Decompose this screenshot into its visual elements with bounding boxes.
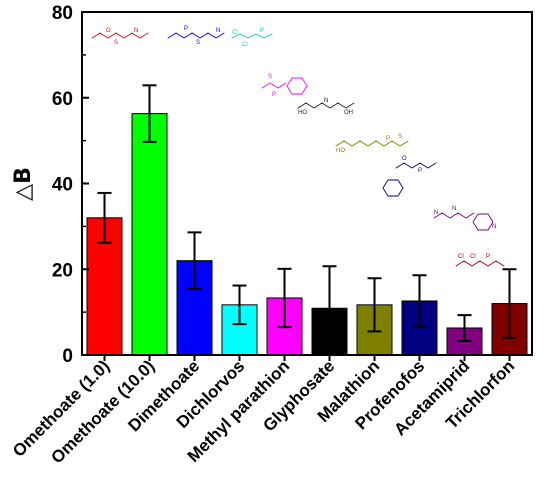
structure-drawing: N N N <box>433 206 496 231</box>
y-tick-label: 40 <box>52 175 73 196</box>
atom-label: N <box>492 224 496 230</box>
structure-drawing: OS N <box>91 28 149 46</box>
structure-drawing: P S N <box>167 26 225 46</box>
ring <box>286 77 308 95</box>
structure-drawing: SP <box>261 74 308 98</box>
ring <box>382 179 404 197</box>
atom-label: S <box>268 74 272 80</box>
atom-label: P <box>386 136 390 142</box>
structure-drawing: HO P S <box>335 134 409 154</box>
atom-label: Cl <box>232 30 238 36</box>
atom-label: S <box>398 134 402 140</box>
y-tick-label: 80 <box>52 3 73 24</box>
atom-label: HO <box>298 110 307 116</box>
bond-lines <box>335 140 409 147</box>
atom-label: S <box>196 40 200 46</box>
atom-label: P <box>418 168 422 174</box>
atom-label: O <box>402 156 407 162</box>
atom-label: N <box>434 210 438 216</box>
structure-drawing: Cl Cl P <box>231 28 273 48</box>
bond-lines <box>433 212 475 219</box>
y-axis: 0 20 40 60 80 <box>52 3 89 367</box>
bond-lines <box>297 102 355 109</box>
atom-label: P <box>184 26 188 32</box>
x-axis: Omethoate (1.0)Omethoate (10.0)Dimethoat… <box>9 355 518 467</box>
y-tick-label: 60 <box>52 89 73 110</box>
bond-lines <box>167 32 225 39</box>
atom-label: N <box>452 206 456 212</box>
bond-lines <box>231 33 273 39</box>
bars-group <box>86 113 528 356</box>
atom-label: N <box>134 28 138 34</box>
atom-label: Cl <box>458 254 464 260</box>
bond-lines <box>261 82 287 89</box>
atom-label: Cl <box>242 42 248 48</box>
ring <box>472 213 494 231</box>
structure-drawing: OP <box>382 156 437 197</box>
y-axis-title: △B <box>11 167 36 201</box>
atom-label: P <box>260 28 264 34</box>
error-bars-group <box>97 84 517 352</box>
y-tick-label: 0 <box>62 346 73 367</box>
atom-label: S <box>114 40 118 46</box>
y-tick-label: 20 <box>52 260 73 281</box>
atom-label: HO <box>336 148 345 154</box>
structure-drawing: HO N OH <box>297 98 355 116</box>
bond-lines <box>455 260 505 267</box>
bond-lines <box>395 162 437 169</box>
atom-label: O <box>106 28 111 34</box>
structure-drawing: Cl Cl P <box>455 254 505 267</box>
atom-label: P <box>272 92 276 98</box>
bond-lines <box>91 32 149 39</box>
atom-label: N <box>216 28 220 34</box>
atom-label: Cl <box>470 254 476 260</box>
atom-label: N <box>324 98 328 104</box>
atom-label: P <box>486 254 490 260</box>
atom-label: OH <box>344 110 353 116</box>
bar <box>131 113 168 356</box>
